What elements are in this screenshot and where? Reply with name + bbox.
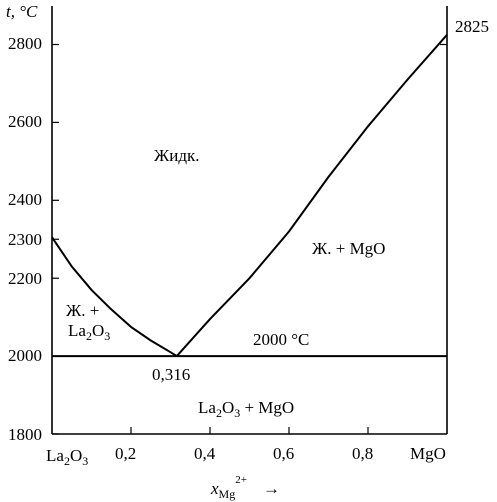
x-tick-label-0-4: 0,4 [194, 444, 216, 463]
y-tick-label-1800: 1800 [8, 425, 42, 444]
x-axis-right-end-label: MgO [410, 444, 446, 463]
x-tick-label-0-2: 0,2 [115, 444, 136, 463]
y-tick-label-2300: 2300 [8, 230, 42, 249]
y-axis-title: t, °C [6, 2, 38, 21]
eutectic-composition-label: 0,316 [152, 365, 190, 384]
x-axis-title: xMg2+ [210, 474, 247, 501]
region-label-liquid: Жидк. [154, 146, 200, 165]
region-label-liquid-plus-la2o3-line2: La2O3 [68, 321, 110, 343]
mgo-liquidus-curve [176, 34, 448, 357]
y-tick-label-2000: 2000 [8, 346, 42, 365]
eutectic-temperature-label: 2000 °C [253, 330, 309, 349]
region-label-liquid-plus-la2o3-line1: Ж. + [66, 301, 99, 320]
x-tick-label-0-8: 0,8 [352, 444, 373, 463]
region-label-liquid-plus-mgo: Ж. + MgO [312, 239, 385, 258]
x-tick-label-0-6: 0,6 [273, 444, 294, 463]
x-axis-left-end-label: La2O3 [46, 446, 88, 468]
phase-boundaries [51, 34, 448, 358]
y-tick-label-2400: 2400 [8, 190, 42, 209]
mgo-melting-point-label: 2825 [455, 17, 489, 36]
y-tick-label-2800: 2800 [8, 34, 42, 53]
y-tick-label-2200: 2200 [8, 269, 42, 288]
region-label-solid: La2O3 + MgO [198, 398, 294, 420]
la2o3-liquidus-curve [51, 236, 178, 357]
x-axis-arrow: → [263, 479, 280, 498]
y-tick-label-2600: 2600 [8, 112, 42, 131]
